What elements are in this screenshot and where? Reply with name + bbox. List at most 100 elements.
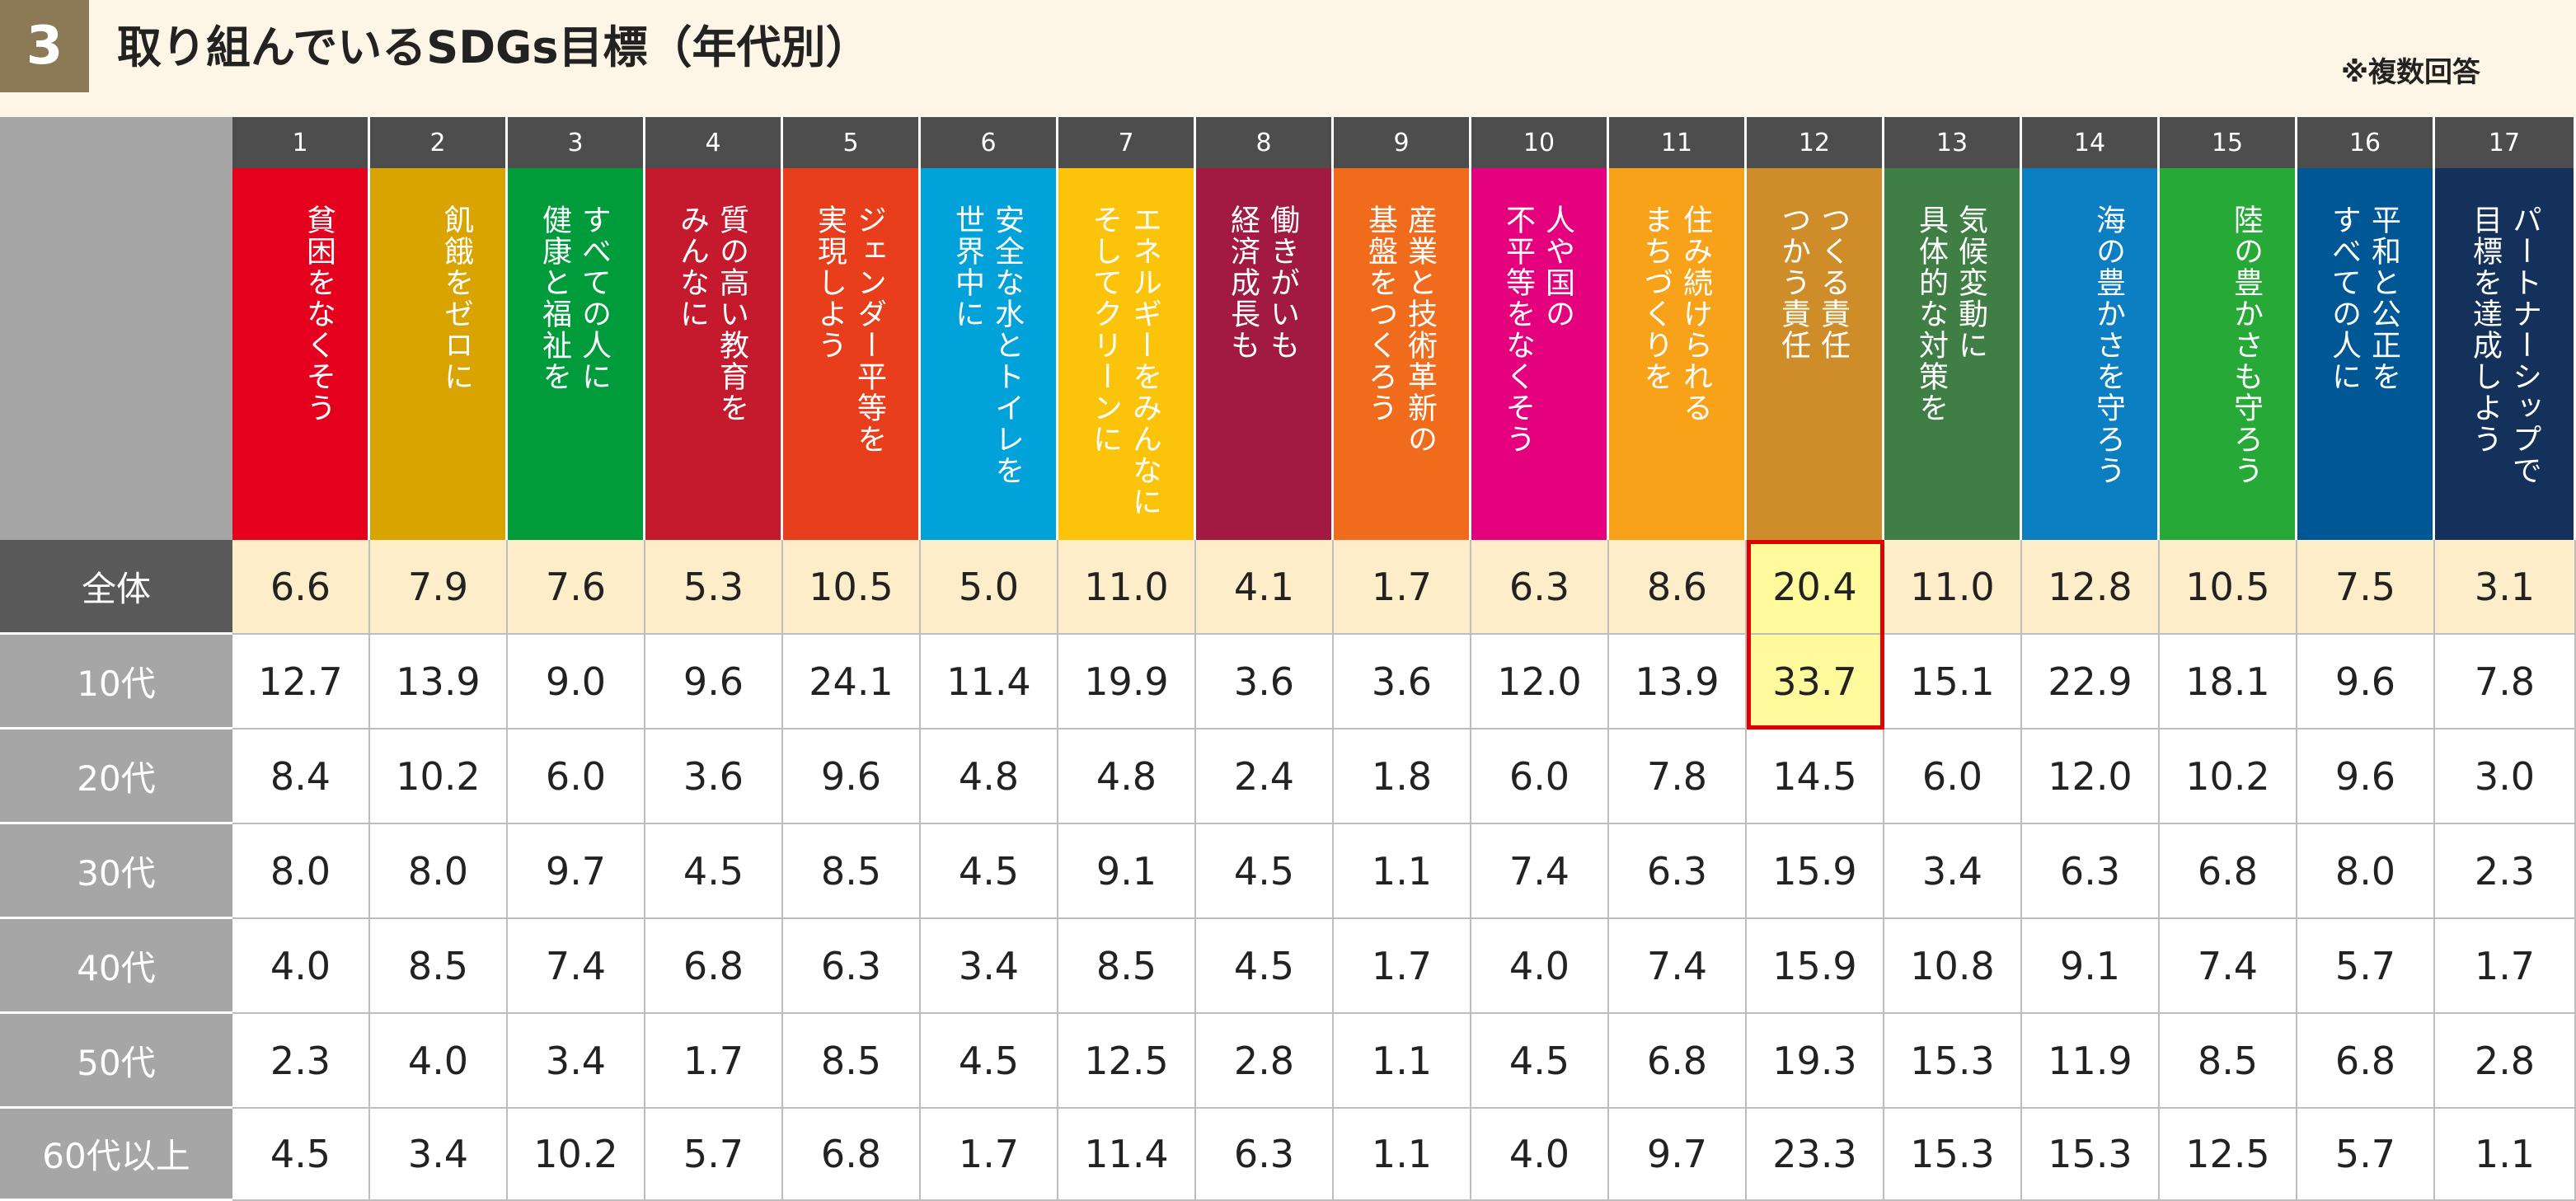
section-number-badge: 3 (0, 0, 89, 92)
value-cell: 5.3 (645, 540, 783, 635)
value-cell: 8.5 (2160, 1014, 2297, 1109)
row-label-2: 20代 (0, 730, 232, 824)
value-cell: 8.6 (1609, 540, 1747, 635)
value-cell: 10.5 (783, 540, 921, 635)
value-cell: 9.6 (2297, 730, 2435, 824)
page-title: 取り組んでいるSDGs目標（年代別） (117, 21, 870, 73)
goal-name-15: 陸の豊かさも守ろう (2229, 204, 2263, 486)
goal-header-12: つくる責任 つかう責任 (1747, 168, 1884, 540)
value-cell: 13.9 (1609, 635, 1747, 730)
goal-header-13: 気候変動に 具体的な対策を (1884, 168, 2022, 540)
goal-name-17: パートナーシップで 目標を達成しよう (2468, 204, 2541, 486)
goal-name-6: 安全な水とトイレを 世界中に (950, 204, 1024, 486)
goal-name-9: 産業と技術革新の 基盤をつくろう (1363, 204, 1437, 455)
goal-header-8: 働きがいも 経済成長も (1196, 168, 1334, 540)
value-cell: 19.3 (1747, 1014, 1884, 1109)
goal-name-16: 平和と公正を すべての人に (2327, 204, 2400, 392)
value-cell: 7.4 (1471, 824, 1609, 919)
value-cell: 9.1 (1058, 824, 1196, 919)
goal-header-6: 安全な水とトイレを 世界中に (921, 168, 1058, 540)
value-cell: 6.8 (2160, 824, 2297, 919)
value-cell: 15.3 (1884, 1014, 2022, 1109)
goal-number-4: 4 (645, 117, 783, 168)
value-cell: 7.8 (2435, 635, 2576, 730)
value-cell: 6.8 (645, 919, 783, 1014)
value-cell: 6.3 (1609, 824, 1747, 919)
value-cell: 15.9 (1747, 919, 1884, 1014)
value-cell: 1.1 (1334, 1014, 1471, 1109)
value-cell: 24.1 (783, 635, 921, 730)
value-cell: 11.4 (921, 635, 1058, 730)
goal-name-12: つくる責任 つかう責任 (1776, 204, 1850, 361)
value-cell: 5.0 (921, 540, 1058, 635)
goal-name-7: エネルギーをみんなに そしてクリーンに (1088, 204, 1161, 518)
value-cell: 7.6 (508, 540, 645, 635)
goal-number-15: 15 (2160, 117, 2297, 168)
value-cell: 4.5 (1196, 919, 1334, 1014)
goal-name-5: ジェンダー平等を 実現しよう (813, 204, 886, 455)
row-label-4: 40代 (0, 919, 232, 1014)
value-cell: 7.9 (370, 540, 508, 635)
value-cell: 6.3 (2022, 824, 2160, 919)
value-cell: 9.6 (645, 635, 783, 730)
value-cell: 5.7 (2297, 919, 2435, 1014)
goal-number-3: 3 (508, 117, 645, 168)
multiple-answer-note: ※複数回答 (2341, 56, 2481, 89)
goal-number-10: 10 (1471, 117, 1609, 168)
goal-number-7: 7 (1058, 117, 1196, 168)
value-cell: 4.1 (1196, 540, 1334, 635)
value-cell: 1.8 (1334, 730, 1471, 824)
goal-name-1: 貧困をなくそう (302, 204, 335, 424)
value-cell: 4.8 (1058, 730, 1196, 824)
value-cell: 3.0 (2435, 730, 2576, 824)
goal-number-17: 17 (2435, 117, 2576, 168)
value-cell: 1.7 (1334, 540, 1471, 635)
value-cell: 8.5 (370, 919, 508, 1014)
goal-number-8: 8 (1196, 117, 1334, 168)
value-cell: 5.7 (2297, 1109, 2435, 1201)
value-cell: 8.5 (1058, 919, 1196, 1014)
value-cell: 3.1 (2435, 540, 2576, 635)
value-cell: 6.3 (1471, 540, 1609, 635)
value-cell: 1.1 (1334, 824, 1471, 919)
value-cell: 15.3 (1884, 1109, 2022, 1201)
value-cell: 3.4 (921, 919, 1058, 1014)
value-cell: 8.5 (783, 1014, 921, 1109)
value-cell: 4.5 (921, 1014, 1058, 1109)
value-cell: 9.6 (783, 730, 921, 824)
value-cell: 6.0 (508, 730, 645, 824)
row-label-5: 50代 (0, 1014, 232, 1109)
value-cell: 8.4 (232, 730, 370, 824)
value-cell: 4.5 (645, 824, 783, 919)
goal-name-11: 住み続けられる まちづくりを (1639, 204, 1712, 424)
row-label-0: 全体 (0, 540, 232, 635)
value-cell: 12.0 (2022, 730, 2160, 824)
value-cell: 4.0 (1471, 919, 1609, 1014)
value-cell: 5.7 (645, 1109, 783, 1201)
value-cell: 10.2 (370, 730, 508, 824)
value-cell: 4.0 (370, 1014, 508, 1109)
goal-number-13: 13 (1884, 117, 2022, 168)
goal-number-6: 6 (921, 117, 1058, 168)
row-label-6: 60代以上 (0, 1109, 232, 1201)
value-cell: 3.6 (645, 730, 783, 824)
value-cell: 6.3 (783, 919, 921, 1014)
value-cell: 11.4 (1058, 1109, 1196, 1201)
value-cell: 7.8 (1609, 730, 1747, 824)
value-cell: 4.0 (1471, 1109, 1609, 1201)
value-cell: 3.4 (1884, 824, 2022, 919)
goal-name-13: 気候変動に 具体的な対策を (1914, 204, 1987, 424)
goal-header-1: 貧困をなくそう (232, 168, 370, 540)
goal-header-17: パートナーシップで 目標を達成しよう (2435, 168, 2576, 540)
goal-header-11: 住み続けられる まちづくりを (1609, 168, 1747, 540)
value-cell: 3.6 (1196, 635, 1334, 730)
goal-number-11: 11 (1609, 117, 1747, 168)
value-cell: 33.7 (1747, 635, 1884, 730)
goal-number-16: 16 (2297, 117, 2435, 168)
value-cell: 4.0 (232, 919, 370, 1014)
goal-header-9: 産業と技術革新の 基盤をつくろう (1334, 168, 1471, 540)
goal-header-15: 陸の豊かさも守ろう (2160, 168, 2297, 540)
row-label-3: 30代 (0, 824, 232, 919)
goal-name-3: すべての人に 健康と福祉を (537, 204, 611, 392)
value-cell: 6.8 (783, 1109, 921, 1201)
